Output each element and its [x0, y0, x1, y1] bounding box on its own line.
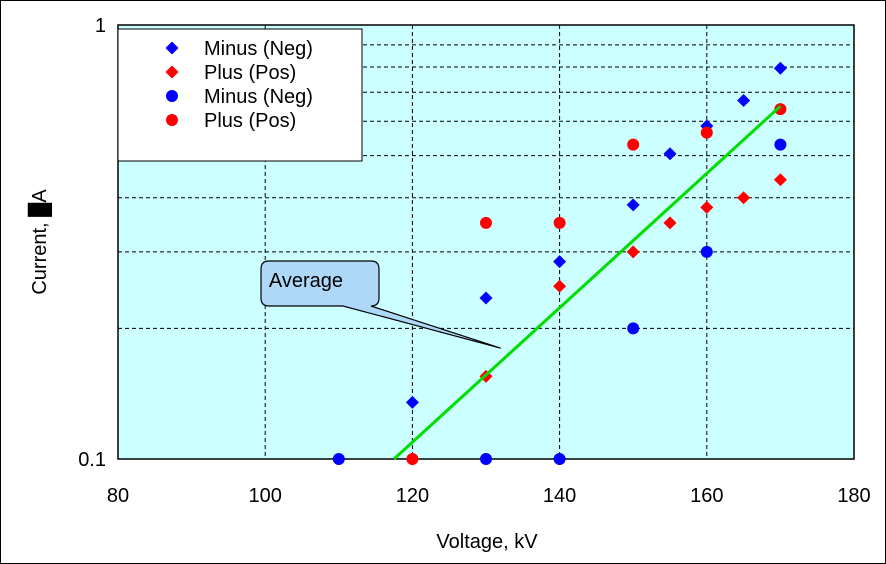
x-tick-label: 160 — [690, 485, 723, 507]
x-tick-label: 180 — [837, 485, 870, 507]
circle-point — [701, 127, 713, 139]
x-tick-label: 100 — [249, 485, 282, 507]
legend-label: Minus (Neg) — [204, 86, 313, 108]
circle-point — [627, 322, 639, 334]
x-tick-label: 120 — [396, 485, 429, 507]
x-axis-label: Voltage, kV — [436, 531, 538, 553]
legend-label: Minus (Neg) — [204, 38, 313, 60]
callout-label: Average — [269, 270, 343, 292]
y-axis-label: Current, █A — [27, 189, 53, 295]
y-tick-label: 1 — [95, 15, 106, 37]
circle-point — [333, 453, 345, 465]
x-tick-label: 140 — [543, 485, 576, 507]
circle-point — [406, 453, 418, 465]
circle-point — [701, 246, 713, 258]
circle-point — [480, 453, 492, 465]
legend-label: Plus (Pos) — [204, 110, 296, 132]
legend-circle-icon — [166, 114, 178, 126]
legend-circle-icon — [166, 90, 178, 102]
legend-label: Plus (Pos) — [204, 62, 296, 84]
circle-point — [480, 217, 492, 229]
circle-point — [627, 139, 639, 151]
x-tick-label: 80 — [107, 485, 129, 507]
y-tick-label: 0.1 — [78, 449, 106, 471]
circle-point — [774, 139, 786, 151]
circle-point — [554, 453, 566, 465]
circle-point — [554, 217, 566, 229]
legend: Minus (Neg)Plus (Pos)Minus (Neg)Plus (Po… — [118, 29, 362, 161]
